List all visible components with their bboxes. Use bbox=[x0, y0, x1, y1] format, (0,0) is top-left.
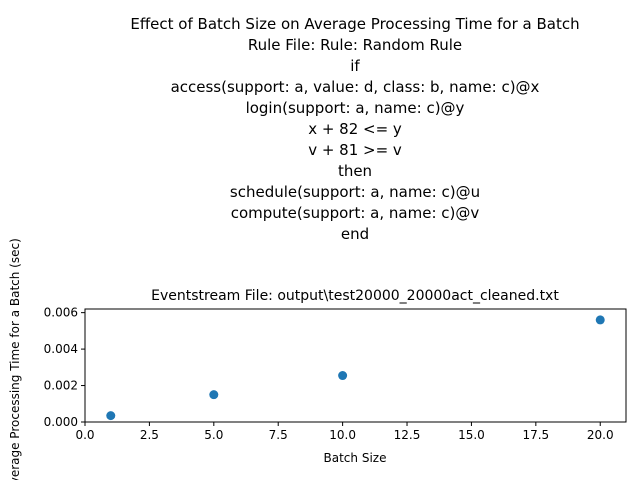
title-line: login(support: a, name: c)@y bbox=[246, 99, 465, 117]
y-tick-label: 0.006 bbox=[44, 306, 78, 320]
y-tick-label: 0.002 bbox=[44, 379, 78, 393]
x-tick-label: 12.5 bbox=[394, 428, 421, 442]
y-tick-label: 0.000 bbox=[44, 415, 78, 429]
plot-frame bbox=[84, 308, 627, 423]
x-axis-ticks: 0.0 2.5 5.0 7.5 10.0 12.5 15.0 17.5 20.0 bbox=[75, 422, 614, 442]
y-axis-ticks: 0.000 0.002 0.004 0.006 bbox=[44, 306, 85, 429]
title-line: if bbox=[350, 57, 360, 75]
x-tick-label: 20.0 bbox=[587, 428, 614, 442]
y-axis-label: Average Processing Time for a Batch (sec… bbox=[8, 238, 22, 480]
title-line: Rule File: Rule: Random Rule bbox=[248, 36, 462, 54]
title-line: x + 82 <= y bbox=[308, 120, 402, 138]
x-tick-label: 0.0 bbox=[75, 428, 94, 442]
chart-title: Effect of Batch Size on Average Processi… bbox=[130, 15, 579, 243]
y-tick-label: 0.004 bbox=[44, 342, 78, 356]
data-point bbox=[106, 411, 116, 421]
x-tick-label: 7.5 bbox=[269, 428, 288, 442]
title-line: access(support: a, value: d, class: b, n… bbox=[171, 78, 540, 96]
data-point bbox=[595, 315, 605, 325]
data-point bbox=[209, 390, 219, 400]
x-tick-label: 10.0 bbox=[329, 428, 356, 442]
title-line: end bbox=[341, 225, 369, 243]
data-points bbox=[106, 315, 605, 421]
x-axis-label: Batch Size bbox=[324, 451, 387, 465]
x-tick-label: 5.0 bbox=[204, 428, 223, 442]
x-tick-label: 17.5 bbox=[522, 428, 549, 442]
title-line: v + 81 >= v bbox=[308, 141, 402, 159]
data-point bbox=[338, 371, 348, 381]
axes-title: Eventstream File: output\test20000_20000… bbox=[151, 288, 559, 304]
x-tick-label: 2.5 bbox=[140, 428, 159, 442]
title-line: compute(support: a, name: c)@v bbox=[231, 204, 480, 222]
title-line: schedule(support: a, name: c)@u bbox=[230, 183, 480, 201]
title-line: then bbox=[338, 162, 372, 180]
x-tick-label: 15.0 bbox=[458, 428, 485, 442]
title-line: Effect of Batch Size on Average Processi… bbox=[130, 15, 579, 33]
